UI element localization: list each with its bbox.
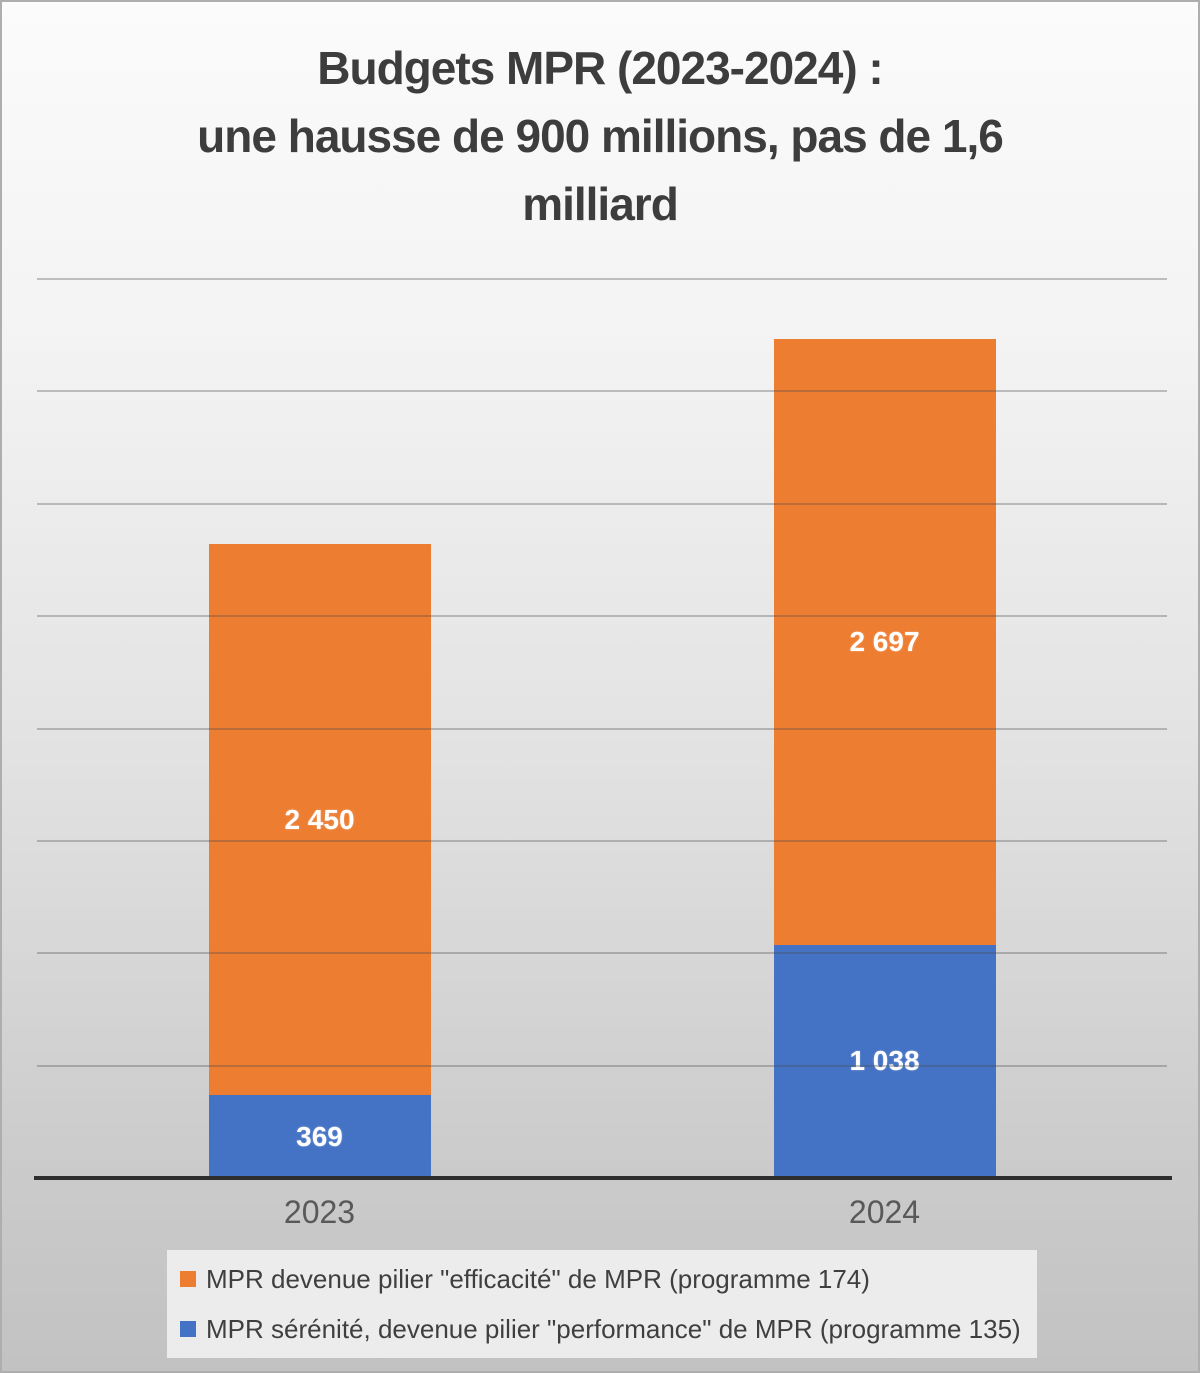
bar-segment-2024-series-1: 2 697 bbox=[773, 338, 996, 945]
x-axis-label-2023: 2023 bbox=[283, 1194, 356, 1230]
gridline-1500 bbox=[37, 839, 1167, 842]
legend-label: MPR sérénité, devenue pilier "performanc… bbox=[206, 1313, 1021, 1344]
chart-title-line-3: milliard bbox=[522, 178, 679, 230]
plot-area: 2 450 369 2 697 1 038 bbox=[37, 278, 1167, 1178]
gridline-4000 bbox=[37, 278, 1167, 280]
legend-label: MPR devenue pilier "efficacité" de MPR (… bbox=[206, 1263, 870, 1294]
bar-segment-2023-series-0: 369 bbox=[208, 1095, 431, 1178]
legend-item: MPR devenue pilier "efficacité" de MPR (… bbox=[180, 1264, 1037, 1294]
gridline-2500 bbox=[37, 615, 1167, 618]
bar-value-label: 369 bbox=[296, 1120, 343, 1152]
x-axis-label-2024: 2024 bbox=[848, 1194, 921, 1230]
bar-segment-2023-series-1: 2 450 bbox=[208, 544, 431, 1096]
bar-2023: 2 450 369 bbox=[208, 279, 431, 1178]
chart-title-line-1: Budgets MPR (2023-2024) : bbox=[317, 42, 884, 94]
bar-value-label: 1 038 bbox=[849, 1045, 920, 1077]
bar-value-label: 2 697 bbox=[849, 625, 920, 657]
chart-title-line-2: une hausse de 900 millions, pas de 1,6 bbox=[197, 110, 1004, 162]
chart-title: Budgets MPR (2023-2024) : une hausse de … bbox=[2, 34, 1198, 238]
gridline-3500 bbox=[37, 390, 1167, 393]
legend-swatch-icon bbox=[180, 1271, 196, 1287]
legend-item: MPR sérénité, devenue pilier "performanc… bbox=[180, 1314, 1037, 1344]
legend-swatch-icon bbox=[180, 1321, 196, 1337]
gridline-2000 bbox=[37, 727, 1167, 730]
gridline-1000 bbox=[37, 952, 1167, 955]
bar-value-label: 2 450 bbox=[284, 803, 355, 835]
x-axis-line bbox=[34, 1176, 1172, 1180]
bar-2024: 2 697 1 038 bbox=[773, 279, 996, 1178]
bar-segment-2024-series-0: 1 038 bbox=[773, 944, 996, 1178]
x-axis-labels: 2023 2024 bbox=[37, 1194, 1167, 1234]
legend: MPR devenue pilier "efficacité" de MPR (… bbox=[167, 1250, 1037, 1358]
gridline-500 bbox=[37, 1064, 1167, 1067]
gridline-3000 bbox=[37, 502, 1167, 505]
